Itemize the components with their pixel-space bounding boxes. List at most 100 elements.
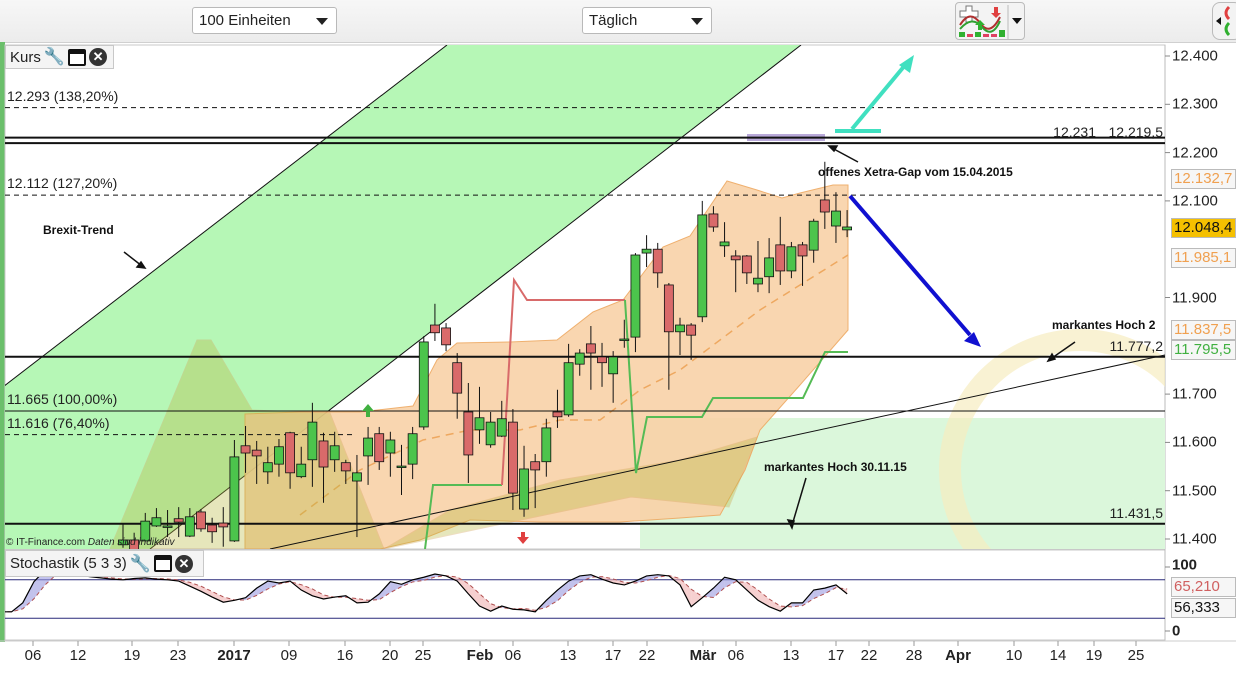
- candle-body-up: [118, 539, 128, 546]
- arrow-head-icon: [135, 260, 147, 269]
- candle-body-up: [563, 362, 574, 416]
- copyright-text: © IT-Finance.com: [6, 537, 86, 548]
- x-tick-label: 13: [559, 647, 577, 664]
- candle-body-up: [719, 241, 730, 247]
- stoch-fill: [390, 581, 402, 593]
- candle-body-up: [274, 446, 284, 465]
- candle-body-up: [541, 427, 552, 463]
- level-label: 12.219,5: [1108, 124, 1164, 141]
- candle: [329, 431, 340, 472]
- candle: [173, 507, 184, 538]
- candle: [764, 238, 775, 294]
- candle-body-down: [285, 432, 296, 474]
- candle-body-down: [597, 356, 607, 364]
- level-label: 12.293 (138,20%): [7, 87, 119, 104]
- candle-body-down: [530, 461, 541, 471]
- candle-body-down: [775, 244, 786, 272]
- x-tick-label: Feb: [466, 647, 494, 664]
- candle: [541, 418, 552, 477]
- wrench-icon[interactable]: 🔧: [129, 553, 151, 573]
- candle-body-up: [831, 210, 841, 227]
- candle: [318, 432, 329, 503]
- copyright-notice: © IT-Finance.com Daten sind indikativ: [6, 537, 175, 548]
- swap-arrows-icon: [1216, 5, 1231, 37]
- stochastic-panel-header: Stochastik (5 3 3) 🔧 ✕: [5, 550, 204, 577]
- candle-body-down: [730, 255, 741, 261]
- close-icon[interactable]: ✕: [174, 554, 193, 573]
- window-icon[interactable]: [153, 555, 172, 572]
- annotation-brexit-trend: Brexit-Trend: [43, 223, 114, 237]
- y-tick-label: 11.500: [1172, 482, 1217, 500]
- stoch-fill: [713, 577, 725, 598]
- candle: [652, 242, 663, 288]
- candle-body-down: [196, 511, 206, 530]
- candle: [585, 325, 596, 390]
- candle: [229, 439, 240, 542]
- y-tick-label: 12.400: [1172, 47, 1218, 65]
- candle: [663, 283, 674, 390]
- candle: [730, 250, 741, 293]
- candle-body-up: [296, 463, 307, 478]
- y-tick-label: 11.400: [1172, 530, 1217, 548]
- window-icon[interactable]: [68, 48, 87, 66]
- x-tick-label: 16: [336, 647, 354, 664]
- interval-select[interactable]: Täglich: [582, 7, 712, 34]
- x-tick-label: 10: [1005, 647, 1023, 664]
- candle: [831, 192, 841, 243]
- candle: [641, 235, 652, 268]
- wrench-icon[interactable]: 🔧: [43, 47, 66, 66]
- candle-body-down: [507, 421, 518, 494]
- x-tick-label: Mär: [689, 647, 717, 664]
- stoch-fill: [22, 581, 34, 609]
- stoch-fill: [602, 576, 614, 583]
- candle-body-down: [173, 518, 184, 523]
- candle-body-down: [663, 284, 674, 333]
- candle-body-down: [452, 362, 463, 394]
- y-tick-label: 12.100: [1172, 192, 1218, 210]
- stoch-fill: [379, 581, 391, 600]
- x-tick-label: 28: [905, 647, 923, 664]
- candle: [608, 351, 619, 403]
- candle-body-up: [753, 277, 763, 285]
- candle-body-down: [552, 411, 563, 418]
- candle: [363, 426, 373, 485]
- stoch-fill: [468, 583, 480, 607]
- candle-body-up: [363, 437, 373, 457]
- units-select-value: 100 Einheiten: [199, 12, 291, 29]
- candle-body-down: [463, 411, 474, 456]
- units-select[interactable]: 100 Einheiten: [192, 7, 337, 34]
- candle: [552, 389, 563, 428]
- x-tick-label: 13: [782, 647, 800, 664]
- stoch-fill: [301, 584, 313, 596]
- candle: [719, 222, 730, 257]
- swap-button[interactable]: [1212, 2, 1236, 40]
- price-tag: 12.132,7: [1171, 169, 1236, 190]
- candle-body-down: [819, 199, 830, 213]
- stoch-fill: [680, 578, 692, 607]
- candle-body-up: [151, 517, 162, 527]
- level-label: 11.665 (100,00%): [7, 391, 118, 407]
- candle: [140, 512, 151, 542]
- stoch-fill: [423, 574, 435, 581]
- y-tick-label: 12.300: [1172, 95, 1218, 113]
- stop-line-green-1: [424, 484, 502, 549]
- stoch-fill: [758, 590, 770, 607]
- candle-body-up: [385, 439, 396, 454]
- indicator-button[interactable]: [955, 2, 1025, 40]
- candle-body-up: [697, 214, 708, 318]
- x-tick-label: 12: [69, 647, 87, 664]
- stoch-fill: [256, 581, 268, 596]
- candle: [396, 444, 407, 496]
- stoch-axis-0: 0: [1172, 622, 1181, 640]
- candle: [496, 400, 507, 438]
- x-tick-label: 25: [414, 647, 432, 664]
- candle-body-up: [641, 248, 652, 254]
- chevron-down-icon: [691, 18, 703, 25]
- stoch-fill: [824, 584, 836, 594]
- level-label: 12.112 (127,20%): [7, 175, 118, 192]
- close-icon[interactable]: ✕: [89, 48, 108, 66]
- candle-body-down: [207, 524, 218, 533]
- stoch-d-tag: 65,210: [1171, 577, 1236, 597]
- candle-body-up: [519, 468, 529, 510]
- gap-arrow: [831, 147, 859, 163]
